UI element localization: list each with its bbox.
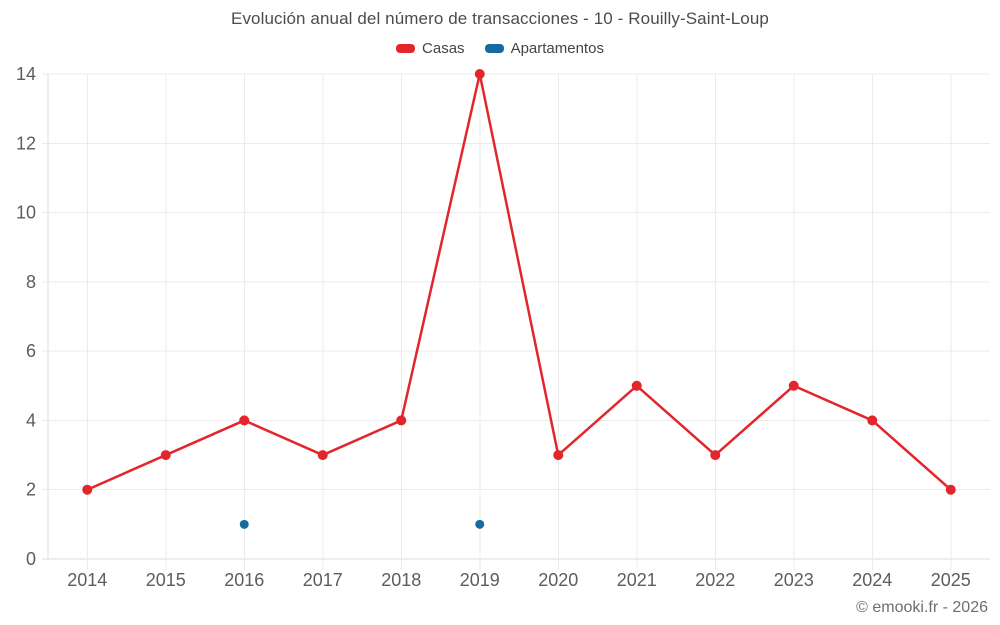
data-point-casas-2021[interactable] xyxy=(631,380,642,391)
legend: Casas Apartamentos xyxy=(0,40,1000,57)
y-axis-label: 2 xyxy=(26,480,36,500)
data-point-casas-2022[interactable] xyxy=(710,450,721,461)
x-axis-label: 2022 xyxy=(695,570,735,590)
data-point-casas-2016[interactable] xyxy=(239,415,250,426)
data-point-casas-2023[interactable] xyxy=(788,380,799,391)
y-axis-label: 0 xyxy=(26,549,36,569)
y-axis-label: 8 xyxy=(26,272,36,292)
x-axis-label: 2024 xyxy=(852,570,892,590)
data-point-apartamentos-2019[interactable] xyxy=(475,519,485,529)
series-line-casas xyxy=(86,72,952,491)
legend-item-casas[interactable]: Casas xyxy=(396,40,465,57)
x-axis-label: 2016 xyxy=(224,570,264,590)
x-axis-label: 2025 xyxy=(931,570,971,590)
x-axis-label: 2014 xyxy=(67,570,107,590)
x-axis-label: 2020 xyxy=(538,570,578,590)
legend-item-apartamentos[interactable]: Apartamentos xyxy=(484,40,604,57)
x-axis-label: 2019 xyxy=(460,570,500,590)
y-axis-label: 12 xyxy=(16,133,36,153)
x-axis-label: 2023 xyxy=(774,570,814,590)
y-axis-label: 10 xyxy=(16,203,36,223)
data-point-casas-2019[interactable] xyxy=(474,69,485,79)
x-axis-label: 2015 xyxy=(146,570,186,590)
legend-label-apartamentos: Apartamentos xyxy=(510,40,604,57)
chart-title: Evolución anual del número de transaccio… xyxy=(231,9,769,28)
data-point-casas-2015[interactable] xyxy=(160,450,171,461)
x-axis-label: 2018 xyxy=(381,570,421,590)
legend-marker-casas-icon xyxy=(396,44,416,53)
data-point-casas-2018[interactable] xyxy=(396,415,407,426)
copyright: © emooki.fr - 2026 xyxy=(856,599,988,616)
data-point-casas-2020[interactable] xyxy=(553,450,564,461)
y-axis-label: 4 xyxy=(26,410,36,430)
data-point-casas-2025[interactable] xyxy=(945,484,956,495)
data-point-casas-2024[interactable] xyxy=(867,415,878,426)
x-axis-label: 2017 xyxy=(303,570,343,590)
y-axis-label: 14 xyxy=(16,64,36,84)
x-axis-label: 2021 xyxy=(617,570,657,590)
data-point-apartamentos-2016[interactable] xyxy=(239,519,249,529)
y-axis-label: 6 xyxy=(26,341,36,361)
data-point-casas-2017[interactable] xyxy=(317,450,328,461)
legend-marker-apartamentos-icon xyxy=(484,44,504,53)
legend-label-casas: Casas xyxy=(422,40,465,57)
data-point-casas-2014[interactable] xyxy=(82,484,93,495)
